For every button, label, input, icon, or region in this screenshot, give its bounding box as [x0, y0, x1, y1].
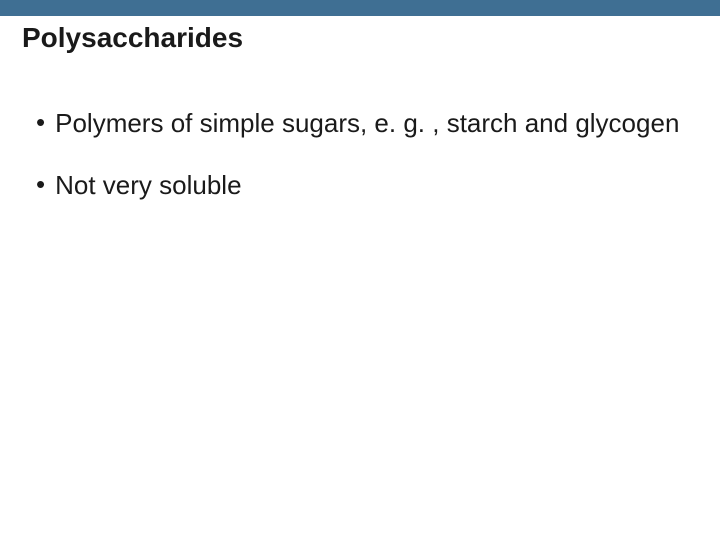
slide-title: Polysaccharides	[0, 16, 720, 54]
bullet-text: Polymers of simple sugars, e. g. , starc…	[55, 106, 679, 140]
header-bar	[0, 0, 720, 16]
bullet-dot-icon: •	[36, 168, 45, 200]
bullet-item: • Polymers of simple sugars, e. g. , sta…	[36, 106, 680, 140]
bullet-text: Not very soluble	[55, 168, 241, 202]
bullet-dot-icon: •	[36, 106, 45, 138]
bullet-item: • Not very soluble	[36, 168, 680, 202]
slide-content: • Polymers of simple sugars, e. g. , sta…	[0, 54, 720, 202]
